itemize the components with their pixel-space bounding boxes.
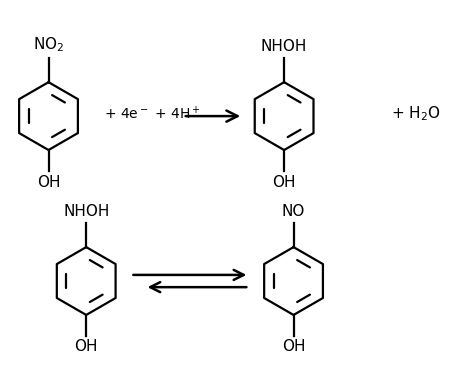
Text: NO$_2$: NO$_2$	[33, 36, 64, 54]
Text: OH: OH	[74, 339, 98, 354]
Text: NHOH: NHOH	[63, 204, 109, 219]
Text: + H$_2$O: + H$_2$O	[391, 105, 441, 123]
Text: OH: OH	[37, 175, 60, 190]
Text: + 4e$^-$ + 4H$^+$: + 4e$^-$ + 4H$^+$	[104, 105, 201, 123]
Text: OH: OH	[282, 339, 305, 354]
Text: NO: NO	[282, 204, 305, 219]
Text: OH: OH	[273, 175, 296, 190]
Text: NHOH: NHOH	[261, 39, 307, 54]
